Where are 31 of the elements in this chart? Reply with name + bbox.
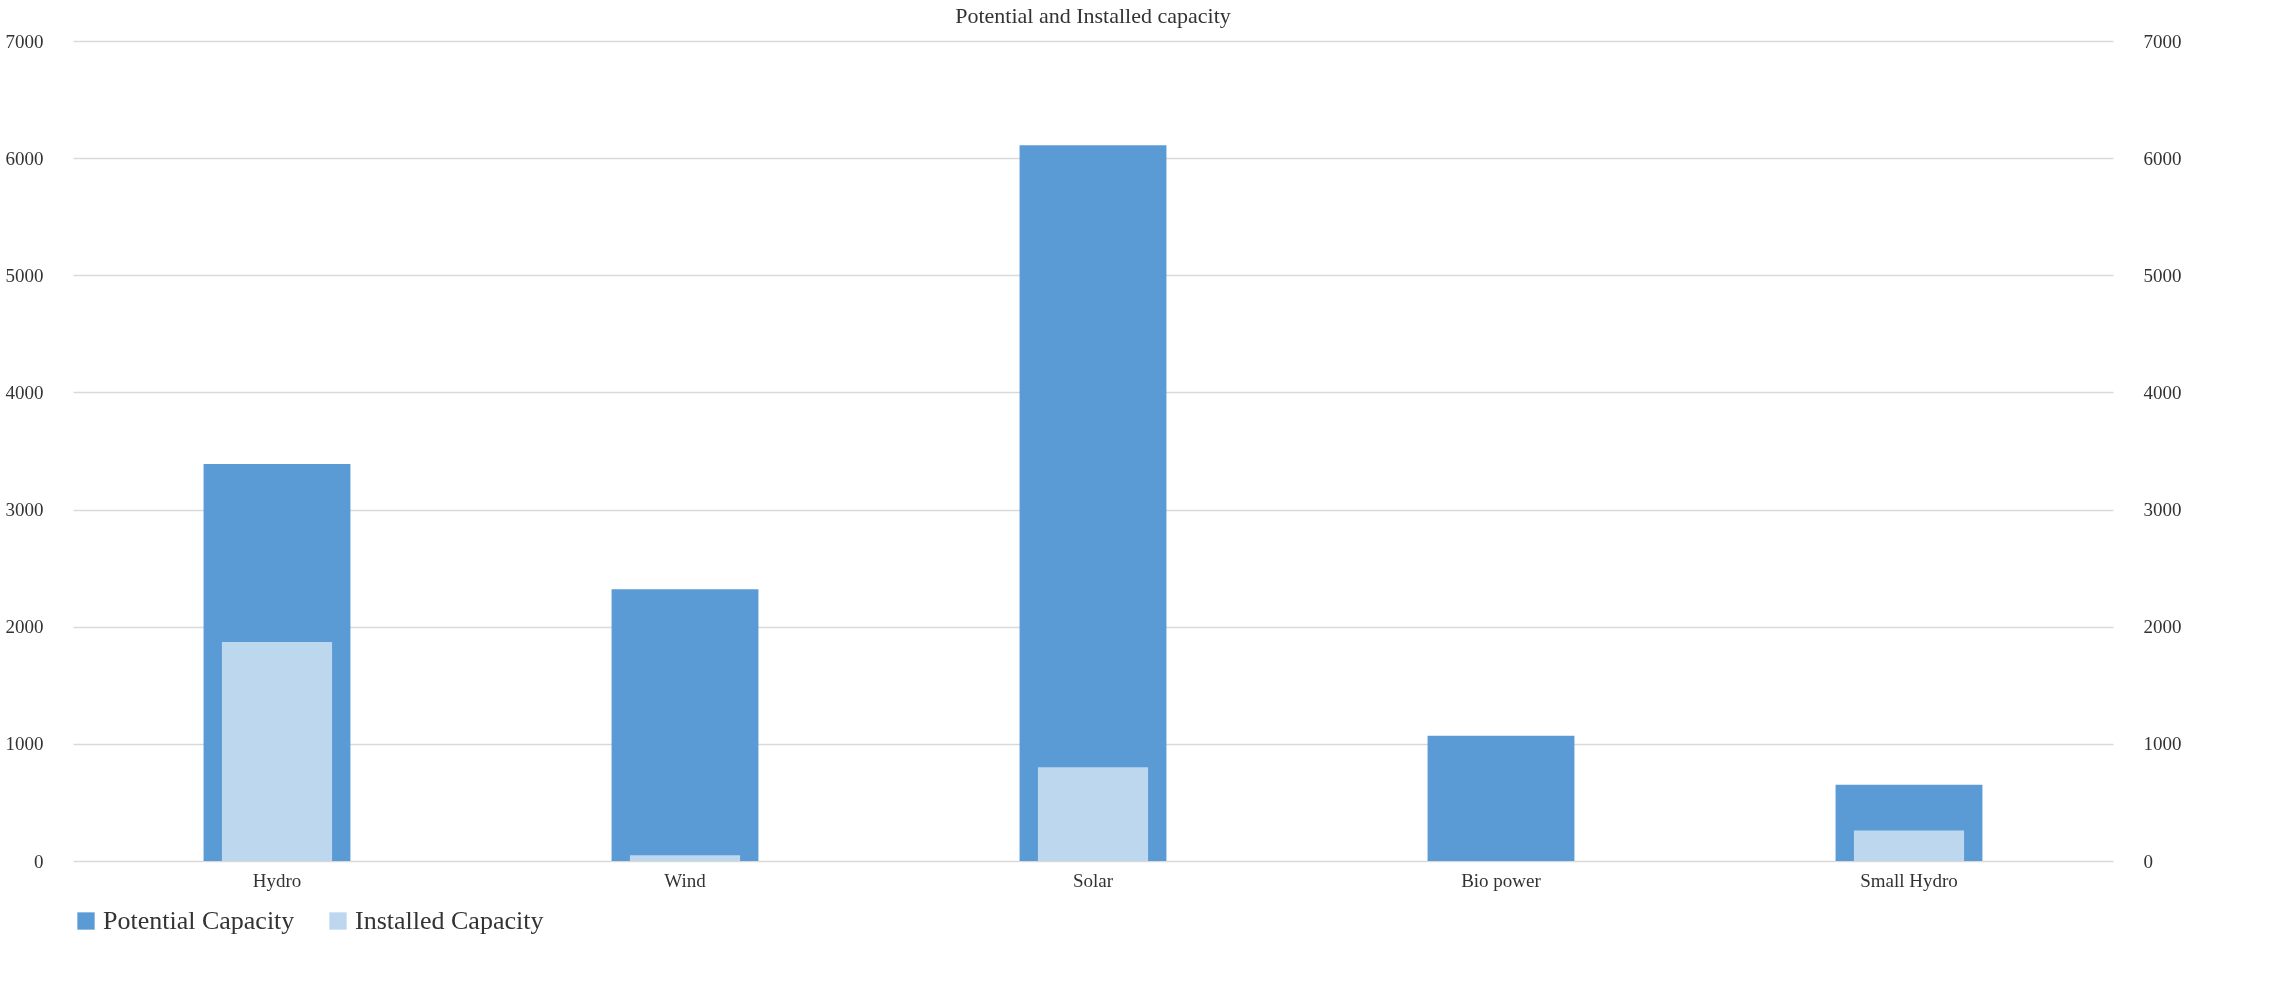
y-tick-label: 7000: [5, 30, 44, 52]
chart-title: Potential and Installed capacity: [955, 3, 1231, 28]
y-tick-label: 3000: [5, 499, 44, 521]
y2-tick-label: 0: [2143, 850, 2153, 872]
bar: [1427, 735, 1575, 861]
bar: [611, 589, 759, 861]
x-tick-label: Wind: [664, 869, 707, 891]
y-tick-label: 4000: [5, 381, 44, 403]
y-tick-label: 2000: [5, 616, 44, 638]
y-tick-label: 5000: [5, 264, 44, 286]
bar: [1037, 767, 1149, 861]
x-tick-label: Solar: [1072, 869, 1114, 891]
y-tick-label: 6000: [5, 147, 44, 169]
x-tick-label: Bio power: [1461, 869, 1542, 891]
y2-tick-label: 1000: [2143, 733, 2182, 755]
y-tick-label: 0: [34, 850, 44, 872]
y2-tick-label: 7000: [2143, 30, 2182, 52]
legend-label: Potential Capacity: [103, 906, 295, 935]
y2-tick-label: 4000: [2143, 381, 2182, 403]
y2-tick-label: 2000: [2143, 616, 2182, 638]
x-tick-label: Small Hydro: [1860, 869, 1958, 891]
bar: [1019, 145, 1167, 861]
x-tick-label: Hydro: [252, 869, 302, 891]
bar: [629, 855, 741, 861]
legend-label: Installed Capacity: [355, 906, 544, 935]
bar: [221, 641, 333, 861]
y2-tick-label: 5000: [2143, 264, 2182, 286]
y2-tick-label: 3000: [2143, 499, 2182, 521]
y2-tick-label: 6000: [2143, 147, 2182, 169]
bar: [1853, 830, 1965, 861]
y-tick-label: 1000: [5, 733, 44, 755]
